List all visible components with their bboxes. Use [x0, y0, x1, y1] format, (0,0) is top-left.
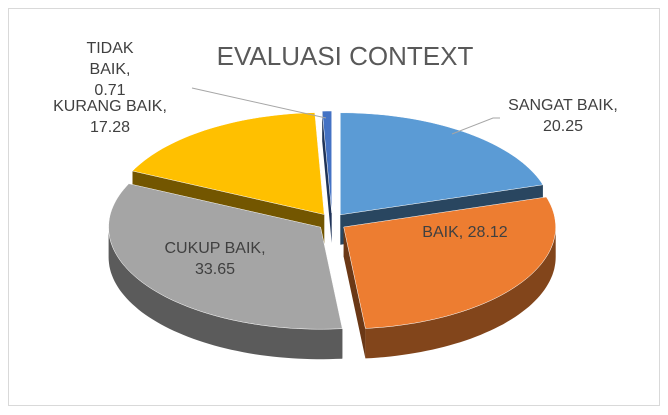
slice [108, 183, 343, 330]
slice-wall [322, 111, 332, 243]
slice [321, 110, 332, 214]
slice [132, 112, 325, 215]
slice-wall [343, 227, 366, 359]
slice [343, 196, 556, 329]
data-label: KURANG BAIK, 17.28 [53, 98, 167, 136]
data-label: TIDAK BAIK, 0.71 [86, 40, 134, 99]
slice [340, 112, 544, 216]
data-label: BAIK, 28.12 [422, 224, 508, 241]
leader-line [191, 87, 327, 119]
data-label: SANGAT BAIK, 20.25 [508, 97, 618, 135]
slice-side [365, 227, 556, 359]
data-label: CUKUP BAIK, 33.65 [164, 240, 266, 278]
pie [108, 110, 556, 360]
leader-line [451, 117, 500, 135]
chart-title: EVALUASI CONTEXT [217, 41, 474, 71]
slice-side [108, 227, 343, 360]
